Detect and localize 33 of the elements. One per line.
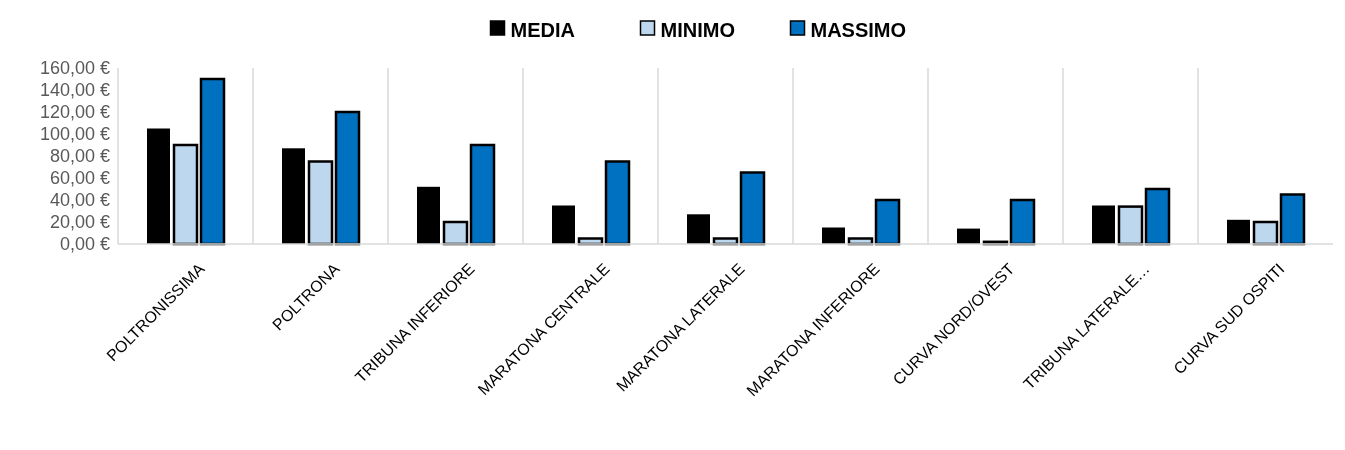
- bar: [552, 205, 575, 244]
- bar: [147, 128, 170, 244]
- y-tick-label: 0,00 €: [59, 234, 110, 255]
- y-tick-label: 40,00 €: [49, 190, 110, 211]
- bar: [469, 143, 496, 246]
- bar: [604, 160, 631, 246]
- legend-label: MASSIMO: [810, 19, 907, 41]
- legend-label: MEDIA: [510, 19, 575, 41]
- bar: [307, 160, 334, 246]
- bar: [172, 143, 199, 246]
- y-tick-label: 140,00 €: [39, 80, 110, 101]
- y-tick-label: 100,00 €: [39, 124, 110, 145]
- y-tick-label: 160,00 €: [39, 58, 110, 79]
- bar: [822, 227, 845, 244]
- y-tick-label: 80,00 €: [49, 146, 110, 167]
- y-tick-label: 20,00 €: [49, 212, 110, 233]
- bar: [874, 198, 901, 246]
- bar: [1009, 198, 1036, 246]
- y-tick-label: 120,00 €: [39, 102, 110, 123]
- bar: [1117, 205, 1144, 246]
- bar: [334, 110, 361, 246]
- bar: [417, 186, 440, 244]
- y-tick-label: 60,00 €: [49, 168, 110, 189]
- legend-label: MINIMO: [660, 19, 735, 41]
- bar: [282, 148, 305, 244]
- bar: [1279, 193, 1306, 246]
- bar: [687, 214, 710, 244]
- bar: [1144, 187, 1171, 246]
- bar: [957, 228, 980, 244]
- bar: [1092, 205, 1115, 244]
- bar: [739, 171, 766, 246]
- bar: [1227, 219, 1250, 244]
- bar: [199, 77, 226, 246]
